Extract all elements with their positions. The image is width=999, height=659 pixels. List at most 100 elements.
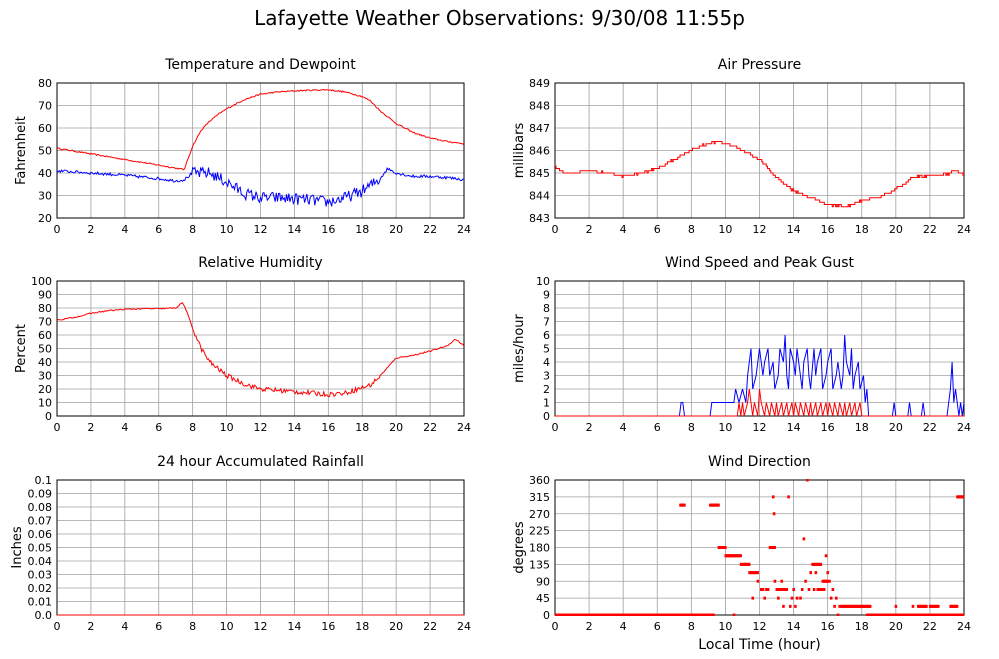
x-tick-label: 20: [889, 421, 903, 434]
x-tick-label: 24: [957, 421, 971, 434]
y-tick-label: 45: [536, 592, 550, 605]
page-title: Lafayette Weather Observations: 9/30/08 …: [254, 6, 745, 30]
direction-point: [937, 604, 940, 608]
direction-point: [956, 604, 959, 608]
y-tick-label: 848: [529, 100, 550, 113]
x-tick-label: 22: [423, 223, 437, 236]
x-tick-label: 22: [423, 620, 437, 633]
x-tick-label: 24: [957, 223, 971, 236]
plot-frame: [56, 280, 465, 417]
y-tick-label: 30: [38, 190, 52, 203]
direction-point: [836, 613, 840, 616]
y-tick-label: 847: [529, 122, 550, 135]
y-tick-label: 270: [529, 508, 550, 521]
direction-point: [771, 495, 775, 499]
y-tick-label: 0.03: [28, 569, 53, 582]
x-tick-label: 4: [620, 223, 627, 236]
x-tick-label: 16: [821, 421, 835, 434]
x-tick-label: 4: [121, 620, 128, 633]
x-tick-label: 14: [787, 421, 801, 434]
direction-point: [869, 604, 872, 608]
x-tick-label: 4: [620, 421, 627, 434]
plot-area: [555, 334, 964, 417]
direction-point: [833, 604, 836, 608]
y-tick-label: 4: [543, 356, 550, 369]
x-tick-label: 18: [855, 223, 869, 236]
y-tick-label: 0: [543, 609, 550, 622]
direction-point: [925, 604, 928, 608]
y-tick-label: 845: [529, 167, 550, 180]
direction-point: [963, 613, 964, 616]
direction-point: [894, 604, 898, 608]
direction-point: [780, 579, 784, 583]
y-tick-label: 5: [543, 343, 550, 356]
x-tick-label: 24: [457, 223, 471, 236]
direction-point: [763, 596, 767, 600]
direction-point: [807, 588, 811, 591]
y-axis-label: miles/hour: [512, 313, 527, 382]
y-axis-label: Percent: [14, 324, 29, 373]
y-tick-label: 0.0: [35, 609, 53, 622]
chart-title: Relative Humidity: [198, 255, 322, 271]
x-tick-label: 14: [287, 421, 301, 434]
x-tick-label: 18: [855, 620, 869, 633]
direction-point: [806, 479, 809, 482]
y-tick-label: 60: [38, 329, 52, 342]
x-tick-label: 10: [718, 620, 732, 633]
y-tick-label: 40: [38, 167, 52, 180]
x-tick-label: 22: [923, 421, 937, 434]
x-tick-label: 12: [753, 421, 767, 434]
direction-point: [963, 495, 964, 499]
y-tick-label: 20: [38, 212, 52, 225]
direction-point: [772, 512, 776, 516]
series-line-1: [57, 88, 464, 171]
y-tick-label: 0: [543, 410, 550, 423]
x-tick-label: 20: [389, 620, 403, 633]
direction-point: [751, 596, 755, 600]
x-tick-label: 10: [220, 223, 234, 236]
direction-point: [826, 571, 830, 575]
y-tick-label: 30: [38, 370, 52, 383]
x-tick-label: 4: [121, 223, 128, 236]
y-tick-label: 180: [529, 542, 550, 555]
y-tick-label: 9: [543, 289, 550, 302]
y-tick-label: 10: [536, 275, 550, 288]
y-tick-label: 315: [529, 491, 550, 504]
direction-point: [792, 588, 795, 591]
direction-point: [783, 588, 787, 591]
direction-point: [814, 571, 818, 575]
y-tick-label: 360: [529, 474, 550, 487]
x-tick-label: 6: [654, 223, 661, 236]
y-tick-label: 3: [543, 370, 550, 383]
x-tick-label: 12: [753, 223, 767, 236]
x-tick-label: 16: [821, 620, 835, 633]
x-tick-label: 10: [220, 421, 234, 434]
y-tick-label: 843: [529, 212, 550, 225]
x-tick-label: 24: [957, 620, 971, 633]
series-line-2: [57, 166, 464, 207]
chart-direction: 0 2 4 6 8 10 12 14 16 18 20 22 240459013518022527031…: [512, 454, 971, 653]
x-tick-label: 8: [688, 223, 695, 236]
direction-point: [800, 588, 804, 591]
y-tick-label: 0.06: [28, 528, 53, 541]
x-tick-label: 0: [552, 223, 559, 236]
direction-point: [777, 596, 780, 600]
direction-point: [794, 604, 797, 608]
x-tick-label: 8: [688, 421, 695, 434]
plot-area: [555, 479, 964, 616]
direction-point: [748, 562, 751, 566]
y-tick-label: 0.02: [28, 582, 53, 595]
chart-title: Wind Speed and Peak Gust: [665, 255, 854, 271]
y-tick-label: 40: [38, 356, 52, 369]
series-line-1: [57, 301, 464, 398]
y-tick-label: 90: [536, 575, 550, 588]
direction-point: [761, 588, 765, 591]
y-axis-label: Fahrenheit: [14, 116, 29, 185]
y-tick-label: 1: [543, 397, 550, 410]
x-tick-label: 16: [321, 620, 335, 633]
x-tick-label: 6: [155, 620, 162, 633]
x-tick-label: 22: [923, 223, 937, 236]
x-tick-label: 20: [889, 620, 903, 633]
y-tick-label: 0.07: [28, 515, 53, 528]
direction-point: [812, 588, 816, 591]
